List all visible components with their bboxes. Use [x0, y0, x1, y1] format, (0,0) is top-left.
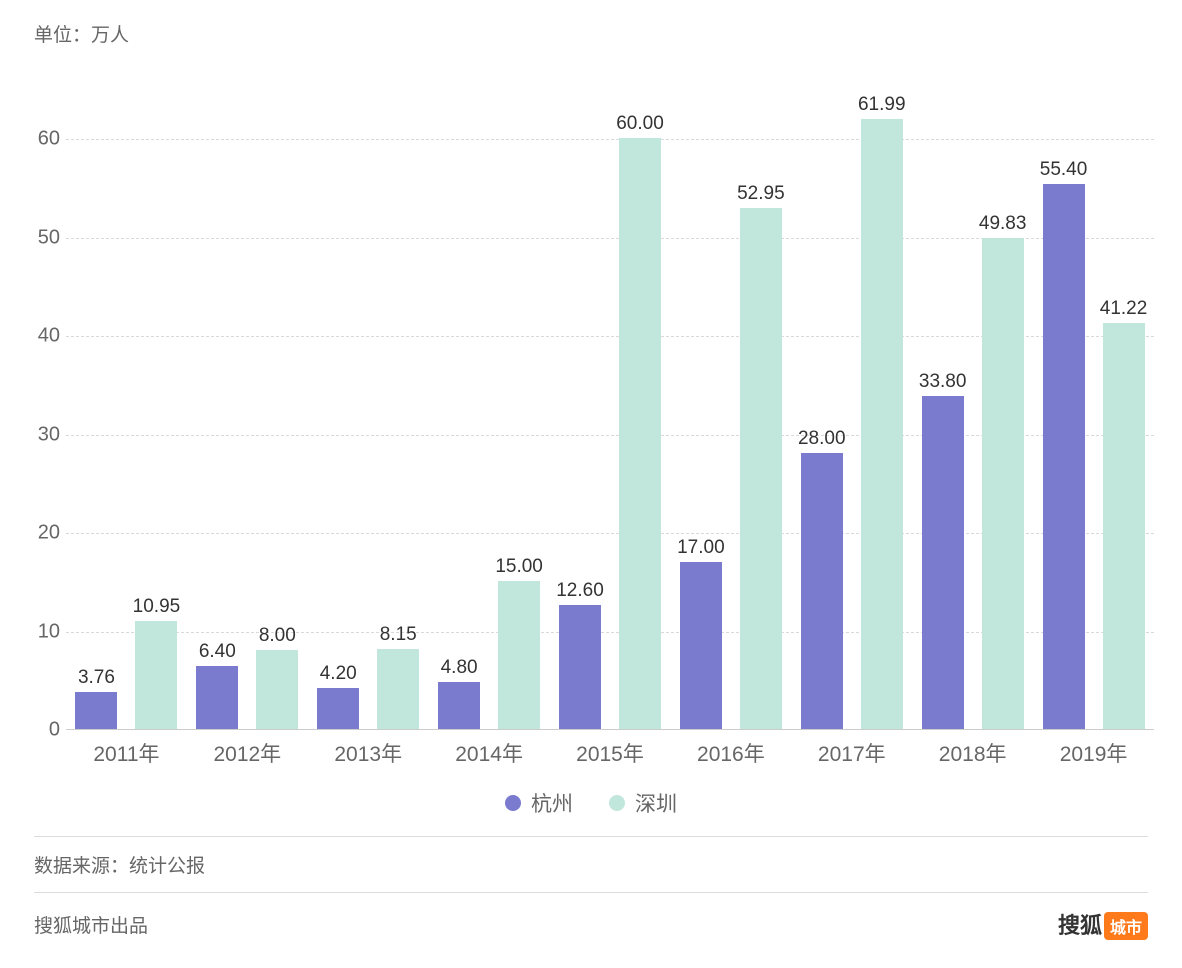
legend-item: 深圳: [609, 788, 677, 818]
bar-深圳: [256, 650, 298, 729]
bar-value-label: 28.00: [782, 428, 862, 450]
x-axis-tick: 2012年: [213, 738, 281, 768]
bar-value-label: 33.80: [903, 371, 983, 393]
bar-杭州: [559, 605, 601, 729]
bar-深圳: [619, 138, 661, 729]
bar-杭州: [438, 682, 480, 729]
legend-dot-icon: [609, 795, 625, 811]
x-axis-tick: 2011年: [93, 738, 159, 768]
bar-深圳: [982, 238, 1024, 729]
bar-value-label: 4.80: [419, 657, 499, 679]
bar-杭州: [1043, 184, 1085, 729]
legend-label: 杭州: [531, 788, 573, 818]
x-axis-tick: 2016年: [697, 738, 765, 768]
brand-logo: 搜狐 城市: [1058, 908, 1148, 940]
gridline: [66, 139, 1154, 140]
bar-杭州: [196, 666, 238, 729]
bar-value-label: 12.60: [540, 580, 620, 602]
bar-杭州: [75, 692, 117, 729]
bar-value-label: 60.00: [600, 113, 680, 135]
legend-dot-icon: [505, 795, 521, 811]
y-axis-tick: 50: [20, 226, 60, 249]
bar-value-label: 8.00: [237, 625, 317, 647]
brand-text: 搜狐: [1058, 908, 1102, 940]
y-axis-tick: 40: [20, 325, 60, 348]
bar-深圳: [135, 621, 177, 729]
bar-深圳: [498, 581, 540, 729]
bar-深圳: [740, 208, 782, 729]
bar-value-label: 8.15: [358, 624, 438, 646]
x-axis-tick: 2014年: [455, 738, 523, 768]
bar-杭州: [801, 453, 843, 729]
bar-value-label: 15.00: [479, 556, 559, 578]
chart-area: 3.7610.956.408.004.208.154.8015.0012.606…: [34, 90, 1154, 770]
producer-label: 搜狐城市出品: [34, 911, 148, 938]
y-axis-tick: 10: [20, 620, 60, 643]
bar-深圳: [377, 649, 419, 729]
bar-value-label: 49.83: [963, 213, 1043, 235]
bar-value-label: 41.22: [1084, 298, 1164, 320]
x-axis-tick: 2018年: [939, 738, 1007, 768]
y-axis-tick: 20: [20, 522, 60, 545]
x-axis-tick: 2017年: [818, 738, 886, 768]
y-axis-tick: 30: [20, 423, 60, 446]
bar-深圳: [1103, 323, 1145, 729]
bar-value-label: 55.40: [1024, 159, 1104, 181]
bar-value-label: 17.00: [661, 537, 741, 559]
bar-深圳: [861, 119, 903, 729]
y-axis-tick: 0: [20, 719, 60, 742]
x-axis-tick: 2019年: [1060, 738, 1128, 768]
bar-杭州: [317, 688, 359, 729]
data-source-label: 数据来源：统计公报: [34, 836, 1148, 893]
x-axis-tick: 2015年: [576, 738, 644, 768]
unit-label: 单位：万人: [34, 20, 129, 47]
plot-area: 3.7610.956.408.004.208.154.8015.0012.606…: [66, 90, 1154, 730]
brand-badge: 城市: [1104, 912, 1148, 940]
bar-杭州: [922, 396, 964, 729]
legend-label: 深圳: [635, 788, 677, 818]
y-axis-tick: 60: [20, 128, 60, 151]
bar-value-label: 52.95: [721, 183, 801, 205]
legend: 杭州 深圳: [0, 788, 1182, 818]
legend-item: 杭州: [505, 788, 573, 818]
bar-value-label: 61.99: [842, 94, 922, 116]
bar-value-label: 4.20: [298, 663, 378, 685]
bar-杭州: [680, 562, 722, 729]
bar-value-label: 10.95: [116, 596, 196, 618]
bar-value-label: 3.76: [56, 667, 136, 689]
x-axis-tick: 2013年: [334, 738, 402, 768]
footer-row: 搜狐城市出品 搜狐 城市: [34, 908, 1148, 940]
